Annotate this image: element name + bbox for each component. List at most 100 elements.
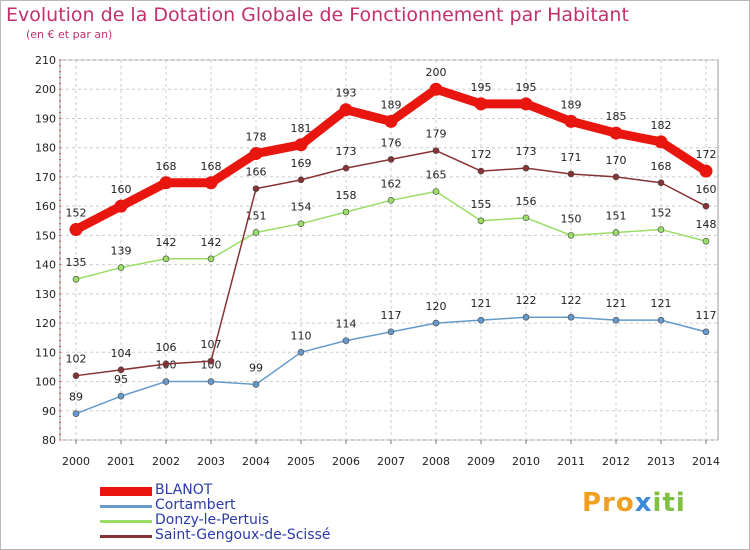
data-label-2: 156	[516, 195, 537, 208]
legend-swatch-saint-gengoux	[100, 535, 152, 538]
data-label-3: 179	[426, 128, 447, 141]
data-point-2	[387, 197, 395, 204]
data-label-1: 120	[426, 300, 447, 313]
data-point-2	[72, 275, 80, 283]
data-point-1	[207, 378, 215, 385]
data-point-3	[162, 360, 170, 368]
data-point-3	[342, 164, 350, 172]
data-point-0	[654, 135, 668, 149]
y-tick-label: 180	[35, 142, 56, 155]
data-point-0	[294, 138, 308, 152]
y-tick-label: 140	[35, 259, 56, 272]
legend-swatch-donzy	[100, 520, 152, 523]
data-label-2: 142	[201, 236, 222, 249]
data-point-2	[342, 208, 350, 216]
data-point-1	[612, 316, 620, 324]
data-label-1: 121	[651, 297, 672, 310]
data-label-1: 122	[516, 294, 537, 307]
data-point-0	[699, 164, 713, 178]
data-label-3: 172	[471, 148, 492, 161]
data-label-2: 155	[471, 198, 492, 211]
data-label-2: 135	[66, 256, 87, 269]
legend-label-blanot: BLANOT	[155, 482, 213, 498]
data-label-0: 185	[606, 110, 627, 123]
data-label-1: 122	[561, 294, 582, 307]
y-tick-label: 120	[35, 317, 56, 330]
x-tick-label: 2004	[242, 455, 270, 468]
data-label-3: 107	[201, 338, 222, 351]
data-label-3: 104	[111, 347, 132, 360]
data-label-0: 195	[471, 81, 492, 94]
y-tick-label: 200	[35, 83, 56, 96]
data-label-0: 195	[516, 81, 537, 94]
x-tick-label: 2007	[377, 455, 405, 468]
data-label-2: 150	[561, 212, 582, 225]
data-point-1	[72, 410, 80, 417]
data-label-3: 171	[561, 151, 582, 164]
data-label-1: 117	[696, 309, 717, 322]
data-label-0: 168	[156, 160, 177, 173]
chart-subtitle: (en € et par an)	[26, 28, 113, 41]
data-point-2	[432, 188, 440, 195]
data-label-0: 182	[651, 119, 672, 132]
data-point-0	[474, 97, 488, 111]
data-label-0: 152	[66, 207, 87, 220]
data-point-2	[702, 237, 710, 245]
legend-label-donzy: Donzy-le-Pertuis	[155, 512, 270, 528]
data-label-3: 168	[651, 160, 672, 173]
data-label-3: 169	[291, 157, 312, 170]
data-label-3: 106	[156, 341, 177, 354]
data-label-1: 121	[471, 297, 492, 310]
data-point-1	[522, 313, 530, 321]
data-label-3: 166	[246, 166, 267, 179]
data-label-0: 189	[561, 98, 582, 111]
y-tick-label: 80	[42, 434, 56, 447]
x-tick-label: 2006	[332, 455, 360, 468]
data-point-0	[339, 103, 353, 117]
y-tick-label: 170	[35, 171, 56, 184]
x-tick-label: 2001	[107, 455, 135, 468]
data-point-3	[207, 357, 215, 365]
data-label-1: 114	[336, 318, 357, 331]
y-tick-label: 210	[35, 54, 56, 67]
data-label-0: 181	[291, 122, 312, 135]
x-tick-label: 2003	[197, 455, 225, 468]
data-point-0	[114, 199, 128, 213]
data-label-2: 142	[156, 236, 177, 249]
data-point-0	[204, 176, 218, 190]
data-point-0	[159, 176, 173, 190]
data-label-2: 139	[111, 245, 132, 258]
data-point-0	[564, 114, 578, 128]
proxiti-logo: Proxiti	[582, 488, 686, 518]
data-label-1: 89	[69, 391, 83, 404]
y-tick-label: 190	[35, 112, 56, 125]
data-point-0	[249, 147, 263, 161]
y-tick-label: 90	[42, 405, 56, 418]
x-tick-label: 2000	[62, 455, 90, 468]
data-point-2	[297, 220, 305, 227]
data-label-0: 160	[111, 183, 132, 196]
data-label-0: 168	[201, 160, 222, 173]
data-label-3: 176	[381, 136, 402, 149]
data-label-3: 170	[606, 154, 627, 167]
data-point-2	[612, 229, 620, 236]
data-point-3	[612, 173, 620, 181]
data-point-2	[252, 229, 260, 236]
data-point-2	[522, 214, 530, 222]
data-point-1	[117, 392, 125, 400]
legend-swatch-cortambert	[100, 505, 152, 508]
data-point-1	[162, 378, 170, 385]
data-label-2: 154	[291, 201, 312, 214]
data-point-2	[207, 255, 215, 263]
data-point-3	[72, 372, 80, 379]
data-point-3	[387, 156, 395, 163]
data-point-3	[477, 167, 485, 175]
y-tick-label: 160	[35, 200, 56, 213]
data-label-1: 110	[291, 329, 312, 342]
data-point-1	[432, 319, 440, 327]
data-point-3	[702, 202, 710, 210]
data-point-1	[567, 313, 575, 321]
data-point-1	[477, 316, 485, 324]
data-point-0	[384, 114, 398, 128]
